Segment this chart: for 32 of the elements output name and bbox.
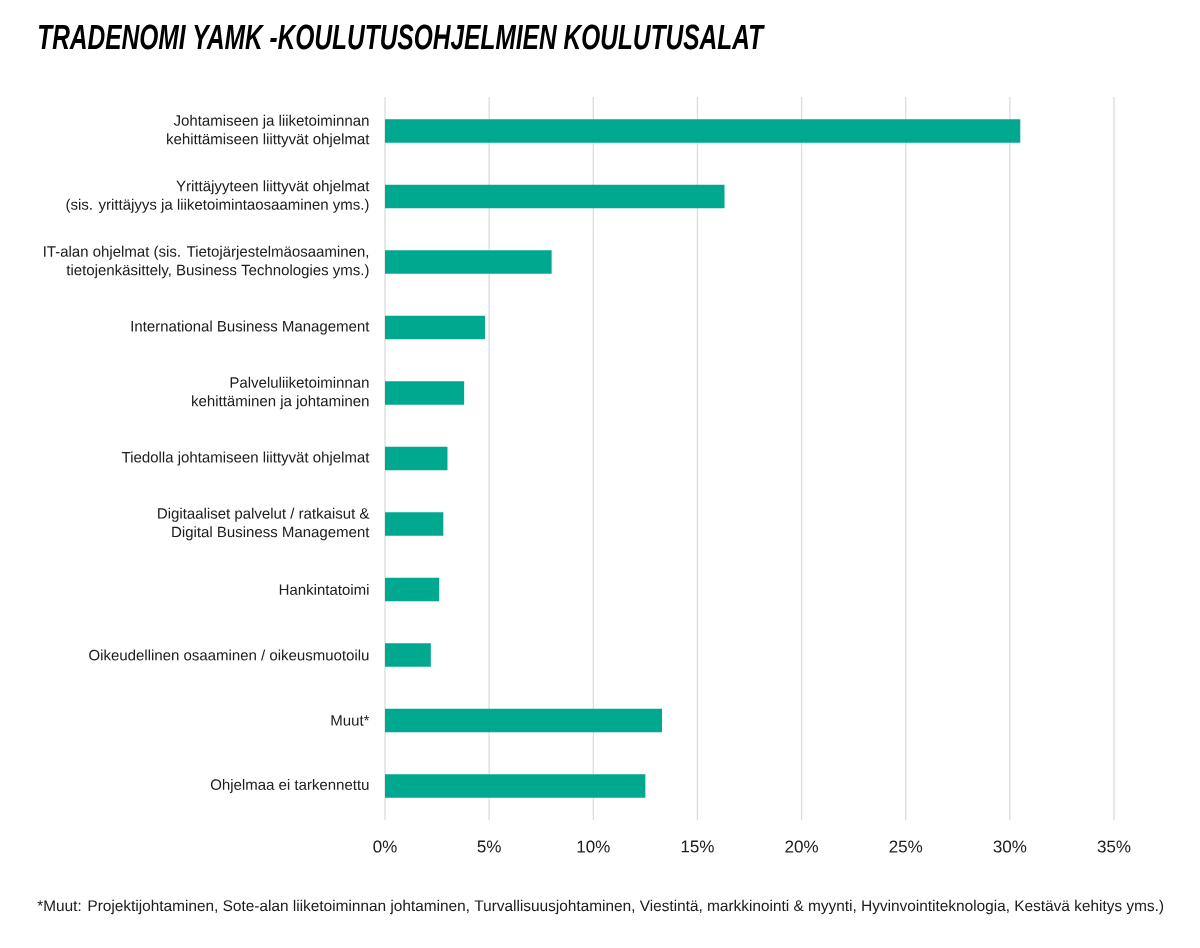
x-tick-label: 15% <box>681 840 714 853</box>
bar <box>385 708 663 733</box>
bar <box>385 119 1021 143</box>
y-tick-label: Muut* <box>331 715 370 726</box>
x-tick-label: 0% <box>373 840 397 853</box>
y-tick-label: IT-alan ohjelmat (sis. Tietojärjestelmäosaaminen, tietojenkäsittely, Business Technologies yms.) <box>44 245 369 279</box>
y-tick-label: Johtamiseen ja liiketoiminnan kehittämiseen liittyvät ohjelmat <box>167 114 370 148</box>
y-tick-label: Ohjelmaa ei tarkennettu <box>210 778 369 793</box>
y-tick-label: Tiedolla johtamiseen liittyvät ohjelmat <box>121 451 370 466</box>
bar <box>385 643 431 667</box>
bar <box>385 381 465 405</box>
bar <box>385 512 444 536</box>
y-tick-label: Palveluliiketoiminnan kehittäminen ja johtaminen <box>192 376 369 410</box>
x-tick-label: 20% <box>785 840 818 853</box>
y-tick-label: International Business Management <box>131 320 370 335</box>
y-tick-label: Oikeudellinen osaaminen / oikeusmuotoilu <box>89 649 369 661</box>
text: *Muut: Projektijohtaminen, Sote-alan liiketoiminnan johtaminen, Turvallisuusjohtaminen, Viestintä, markkinointi & myynti, Hyvinvointiteknologia, Kestävä kehitys yms.) <box>37 899 1164 915</box>
bar <box>385 250 552 274</box>
y-tick-label: Digitaaliset palvelut / ratkaisut & Digital Business Management <box>158 507 370 541</box>
x-tick-label: 5% <box>477 840 501 853</box>
x-tick-label: 25% <box>889 840 923 853</box>
x-tick-label: 10% <box>577 840 610 853</box>
y-tick-label: Yrittäjyyteen liittyvät ohjelmat (sis. yrittäjyys ja liiketoimintaosaaminen yms.) <box>66 180 370 213</box>
y-tick-label: Hankintatoimi <box>279 583 369 595</box>
bar <box>385 774 646 798</box>
bar <box>385 315 485 340</box>
x-tick-label: 35% <box>1097 840 1131 853</box>
bar <box>385 577 440 602</box>
x-tick-label: 30% <box>993 840 1027 853</box>
chart-title: TRADENOMI YAMK -KOULUTUSOHJELMIEN KOULUTUSALAT <box>38 24 765 50</box>
bar <box>385 184 725 209</box>
bar <box>385 446 448 471</box>
